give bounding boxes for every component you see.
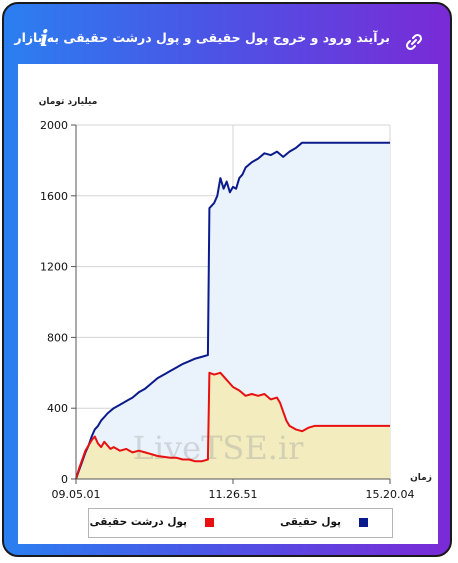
legend-item-real-money[interactable]: پول حقیقی (280, 516, 368, 528)
axes: 0 400 800 1200 1600 2000 09.05.01 11.26.51 15.20… (40, 119, 414, 501)
x-axis-label: زمان (410, 473, 432, 483)
card-header: i برآیند ورود و خروج پول حقیقی و پول درش… (4, 4, 450, 64)
series-area-1 (76, 372, 390, 479)
series-line-1 (75, 371, 390, 480)
y-tick-label: 800 (47, 331, 68, 344)
card-title: برآیند ورود و خروج پول حقیقی و پول درشت … (14, 30, 390, 45)
y-tick-label: 1600 (40, 190, 68, 203)
legend: پول حقیقی پول درشت حقیقی (88, 508, 393, 538)
legend-label-big-real-money: پول درشت حقیقی (89, 516, 187, 528)
y-tick-label: 400 (47, 402, 68, 415)
legend-label-real-money: پول حقیقی (280, 516, 341, 528)
chart-svg: LiveTSE.ir 0 400 800 1200 1600 2000 09.05.01 11… (39, 97, 432, 501)
series-lines (75, 141, 390, 480)
legend-item-big-real-money[interactable]: پول درشت حقیقی (90, 516, 214, 528)
link-icon[interactable] (404, 32, 424, 52)
x-tick-label: 15.20.04 (366, 488, 415, 501)
legend-swatch-real-money (359, 517, 368, 527)
legend-swatch-big-real-money (205, 517, 214, 527)
x-tick-label: 09.05.01 (52, 488, 101, 501)
x-tick-label: 11.26.51 (209, 488, 258, 501)
chart-card: i برآیند ورود و خروج پول حقیقی و پول درش… (2, 2, 452, 557)
series-line-0 (75, 141, 390, 480)
y-tick-label: 2000 (40, 119, 68, 132)
y-tick-label: 0 (61, 473, 68, 486)
series-areas (76, 142, 390, 479)
y-axis-label: میلیارد تومان (39, 97, 98, 107)
series-area-0 (76, 142, 390, 479)
y-tick-label: 1200 (40, 261, 68, 274)
watermark: LiveTSE.ir (133, 429, 305, 467)
info-icon[interactable]: i (40, 26, 49, 52)
chart-panel: LiveTSE.ir 0 400 800 1200 1600 2000 09.05.01 11… (18, 64, 438, 544)
